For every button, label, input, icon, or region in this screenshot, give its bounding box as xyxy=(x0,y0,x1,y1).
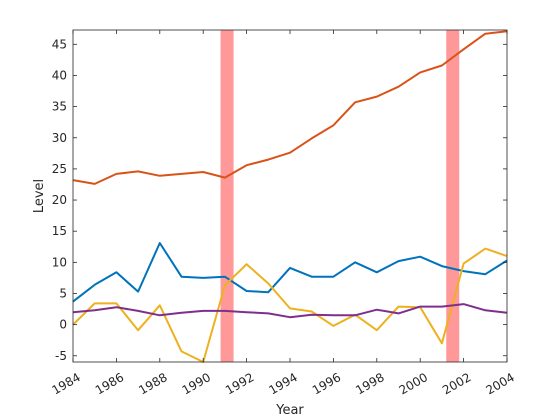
plot-frame xyxy=(72,29,508,363)
x-tick-label-1990: 1990 xyxy=(180,370,213,397)
y-tick-label-20: 20 xyxy=(52,193,67,207)
y-tick-label--5: -5 xyxy=(55,349,67,363)
y-tick-label-30: 30 xyxy=(52,131,67,145)
y-tick-label-45: 45 xyxy=(52,37,67,51)
series-line-2 xyxy=(72,242,508,303)
series-line-4 xyxy=(72,303,508,319)
y-tick-label-40: 40 xyxy=(52,68,67,82)
x-tick-label-2002: 2002 xyxy=(440,370,473,397)
x-tick-label-1986: 1986 xyxy=(93,370,126,397)
y-tick-labels: -5 0 5 10 15 20 25 30 35 40 45 xyxy=(52,37,67,362)
x-tick-label-1996: 1996 xyxy=(310,370,343,397)
y-tick-label-10: 10 xyxy=(52,255,67,269)
x-tick-label-1994: 1994 xyxy=(266,370,299,397)
axes xyxy=(72,29,508,363)
x-tick-label-1998: 1998 xyxy=(353,370,386,397)
y-tick-label-15: 15 xyxy=(52,224,67,238)
y-tick-label-5: 5 xyxy=(59,286,67,300)
shaded-region-2 xyxy=(446,30,460,362)
x-tick-label-2000: 2000 xyxy=(397,370,430,397)
x-axis-label: Year xyxy=(275,403,304,418)
series-line-3 xyxy=(72,247,508,363)
x-tick-labels: 1984 1986 1988 1990 1992 1994 1996 1998 2000 2002… xyxy=(49,370,516,397)
series-line-1 xyxy=(72,30,508,185)
y-axis-label: Level xyxy=(32,179,47,213)
x-tick-label-1992: 1992 xyxy=(223,370,256,397)
y-tick-label-35: 35 xyxy=(52,100,67,114)
series-lines xyxy=(72,30,508,363)
x-tick-label-2004: 2004 xyxy=(483,370,516,397)
y-tick-label-25: 25 xyxy=(52,162,67,176)
y-tick-label-0: 0 xyxy=(59,318,67,332)
x-tick-label-1988: 1988 xyxy=(136,370,169,397)
x-tick-label-1984: 1984 xyxy=(49,370,82,397)
